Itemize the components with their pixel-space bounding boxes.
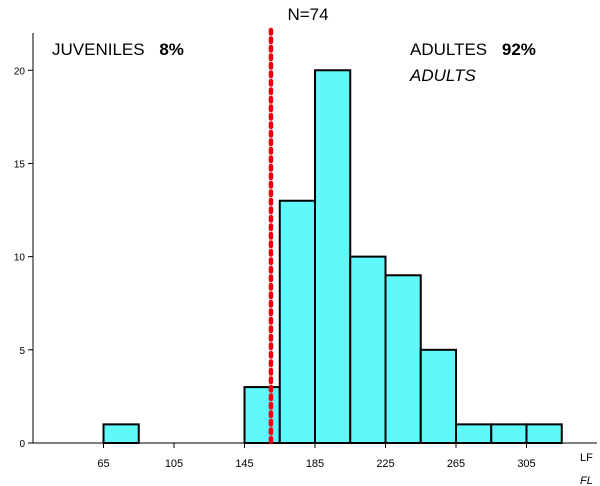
juveniles-label: JUVENILES 8%	[52, 40, 184, 59]
adults-label-alt: ADULTS	[409, 66, 476, 85]
x-tick-label: 265	[447, 458, 465, 470]
histogram-bar	[349, 255, 387, 444]
adults-label-text: ADULTES	[410, 40, 487, 59]
x-tick-label: 105	[165, 458, 183, 470]
y-tick-label: 20	[14, 66, 26, 77]
x-tick-label: 305	[517, 458, 535, 470]
histogram-bar	[384, 274, 422, 445]
juveniles-percent: 8%	[159, 40, 184, 59]
x-tick-label: 185	[306, 458, 324, 470]
x-tick-label: 145	[235, 458, 253, 470]
x-axis-label-alt: FL	[580, 475, 593, 486]
adults-percent: 92%	[502, 40, 536, 59]
histogram-bar	[278, 199, 316, 444]
chart-title: N=74	[287, 5, 328, 24]
x-axis-label: LF	[580, 452, 593, 464]
x-tick-label: 225	[376, 458, 394, 470]
y-tick-label: 15	[14, 159, 26, 170]
y-tick-label: 10	[14, 253, 26, 264]
x-ticks-group: 65 105 145 185 225 265 305	[97, 443, 536, 470]
y-tick-label: 5	[19, 346, 25, 357]
juveniles-label-text: JUVENILES	[52, 40, 145, 59]
histogram-bar	[102, 423, 140, 445]
x-tick-label: 65	[97, 458, 109, 470]
bars-group	[102, 69, 563, 445]
y-tick-label: 0	[19, 439, 25, 450]
histogram-bar	[419, 348, 457, 444]
histogram-bar	[455, 423, 493, 445]
histogram-bar	[490, 423, 528, 445]
histogram-bar	[243, 386, 281, 445]
histogram-bar	[525, 423, 563, 445]
histogram-bar	[314, 69, 352, 444]
adults-label: ADULTES 92%	[410, 40, 536, 59]
y-ticks-group: 0 5 10 15 20	[14, 66, 33, 450]
